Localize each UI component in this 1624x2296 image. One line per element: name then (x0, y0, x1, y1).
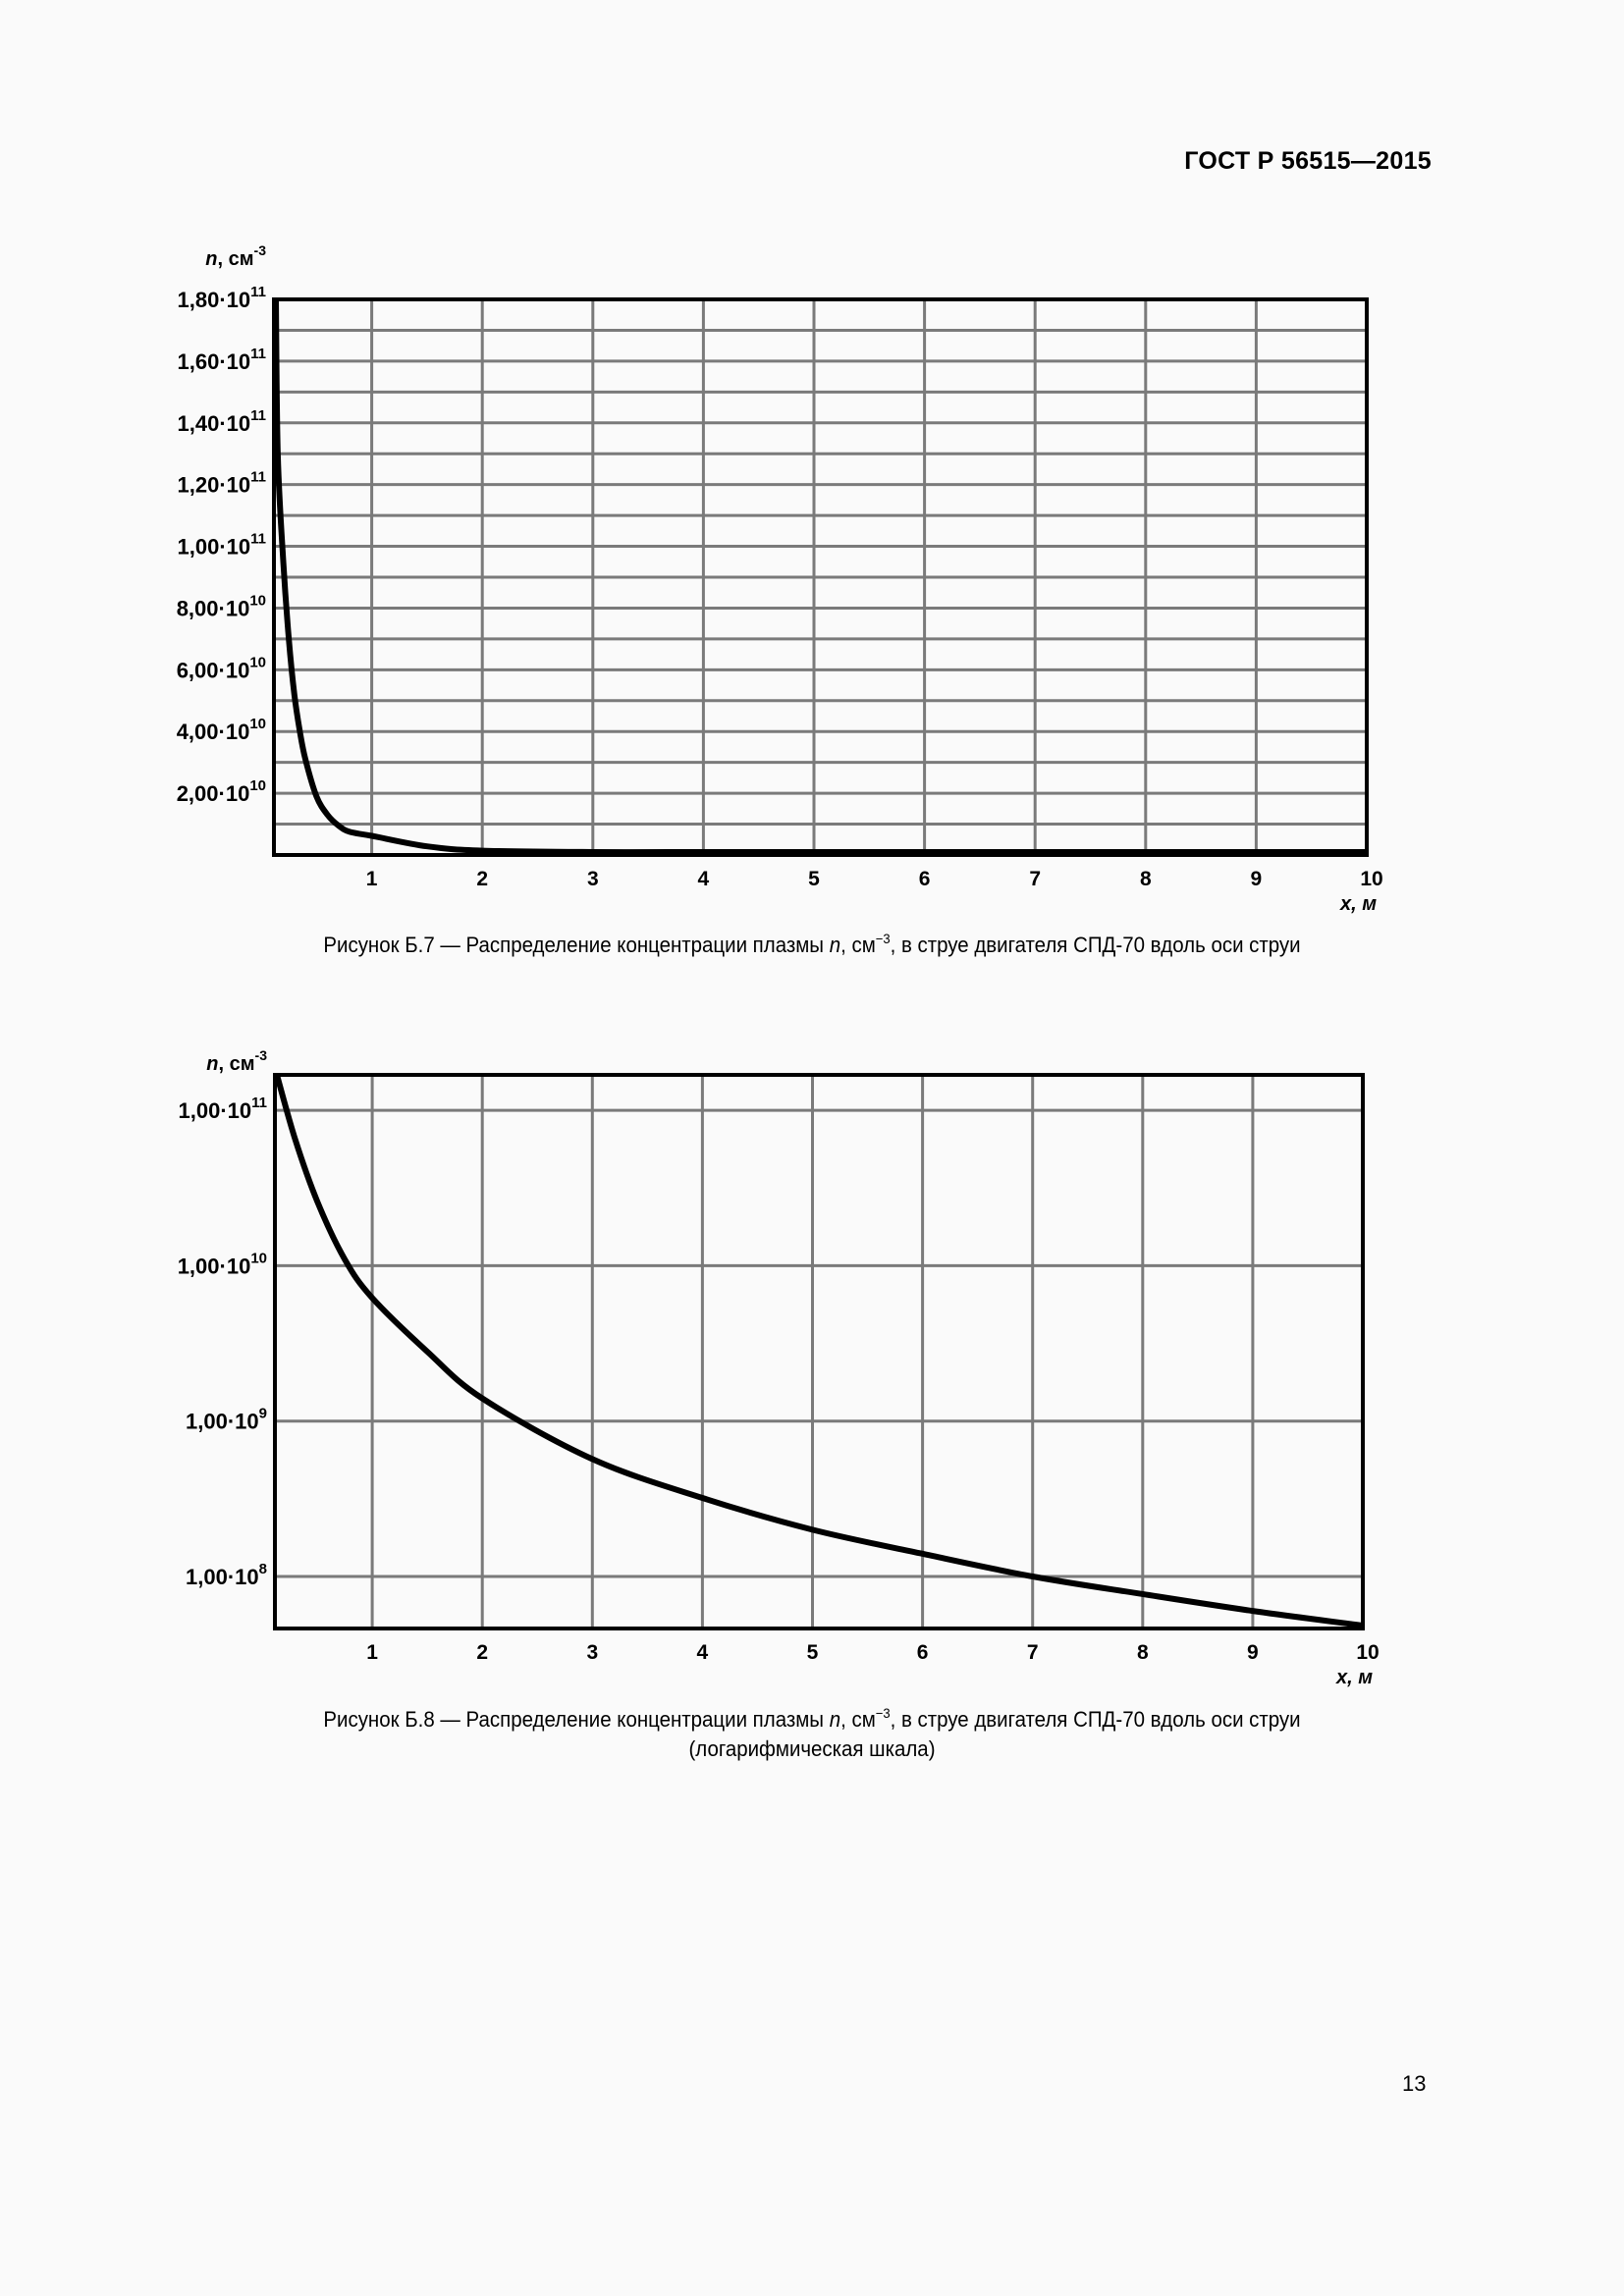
y-tick-label: 1,00·109 (186, 1406, 267, 1434)
x-tick-label: 8 (1137, 1641, 1149, 1664)
concentration-curve (273, 298, 1367, 856)
y-tick-label: 1,00·1011 (178, 531, 266, 560)
y-tick-label: 1,00·1010 (178, 1250, 267, 1278)
x-tick-label: 6 (919, 868, 931, 890)
figure-b7-caption: Рисунок Б.7 — Распределение концентрации… (323, 931, 1301, 957)
x-tick-label: 4 (698, 868, 710, 890)
chart-grid (274, 299, 1367, 855)
x-tick-label: 3 (586, 1641, 598, 1664)
y-tick-label: 8,00·1010 (177, 592, 266, 620)
plot-frame (273, 1073, 1365, 1630)
y-tick-label: 1,60·1011 (178, 346, 266, 374)
x-axis-label: x, м (1339, 893, 1377, 915)
linear-concentration-chart: 1 2 3 4 5 6 7 8 9 10 x, м 2,00·1010 4,00·1010 6,00·10… (177, 242, 1383, 915)
x-tick-label: 10 (1360, 868, 1382, 890)
x-tick-label: 8 (1140, 868, 1152, 890)
page-number: 13 (1402, 2071, 1427, 2096)
x-axis-label: x, м (1335, 1667, 1373, 1688)
x-tick-label: 2 (476, 868, 488, 890)
x-tick-label: 10 (1356, 1641, 1379, 1664)
y-tick-label: 1,80·1011 (178, 284, 266, 312)
y-tick-label: 6,00·1010 (177, 654, 266, 682)
log-concentration-chart: 1 2 3 4 5 6 7 8 9 10 x, м 1,00·108 1,00·109 1,00·1010… (178, 1047, 1380, 1688)
figure-b8-caption: Рисунок Б.8 — Распределение концентрации… (57, 1705, 1567, 1764)
y-tick-label: 2,00·1010 (177, 777, 266, 806)
x-tick-label: 3 (587, 868, 599, 890)
x-tick-label: 5 (807, 1641, 819, 1664)
y-tick-label: 1,00·108 (186, 1561, 267, 1589)
figure-b8-caption-line2: (логарифмическая шкала) (688, 1736, 936, 1761)
concentration-curve (274, 1074, 1364, 1629)
y-tick-label: 1,00·1011 (179, 1095, 267, 1123)
y-tick-label: 4,00·1010 (177, 716, 266, 744)
x-tick-label: 9 (1247, 1641, 1259, 1664)
x-tick-label: 9 (1251, 868, 1263, 890)
chart-grid (275, 1075, 1363, 1629)
y-axis-label: n, см-3 (205, 242, 266, 270)
x-tick-label: 4 (697, 1641, 709, 1664)
x-tick-label: 2 (476, 1641, 488, 1664)
x-tick-label: 1 (366, 1641, 378, 1664)
x-tick-label: 7 (1029, 868, 1041, 890)
y-axis-label: n, см-3 (206, 1047, 267, 1075)
x-tick-label: 7 (1027, 1641, 1039, 1664)
x-tick-label: 6 (917, 1641, 929, 1664)
standard-code-header: ГОСТ Р 56515—2015 (1184, 147, 1432, 175)
x-tick-label: 1 (366, 868, 378, 890)
y-tick-label: 1,20·1011 (178, 469, 266, 498)
x-tick-label: 5 (808, 868, 820, 890)
y-tick-label: 1,40·1011 (178, 407, 266, 436)
